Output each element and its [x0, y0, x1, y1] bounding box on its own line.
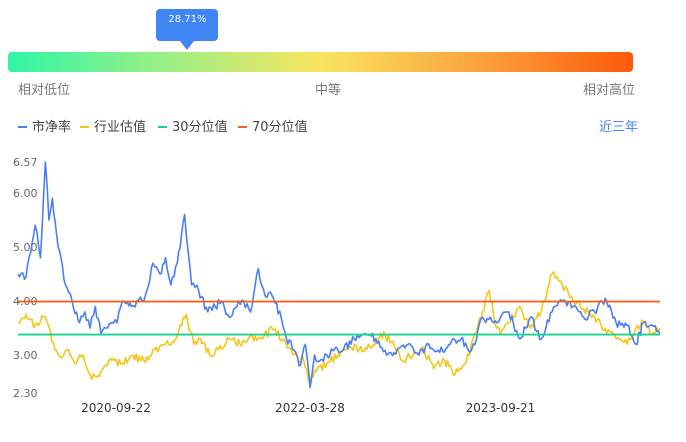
legend-swatch-pb — [18, 125, 27, 128]
gauge-low-label: 相对低位 — [18, 83, 71, 98]
x-tick-label: 2022-03-28 — [275, 401, 345, 415]
legend-label-pb: 市净率 — [32, 120, 72, 135]
y-tick-label: 3.00 — [13, 349, 38, 362]
legend-item-p70[interactable]: 70分位值 — [238, 116, 308, 135]
y-tick-label: 5.00 — [13, 241, 38, 254]
legend-swatch-p30 — [158, 125, 167, 128]
legend-item-industry[interactable]: 行业估值 — [80, 116, 146, 135]
y-tick-label: 6.00 — [13, 187, 38, 200]
series-line-industry — [18, 270, 661, 384]
legend-item-p30[interactable]: 30分位值 — [158, 116, 228, 135]
x-tick-label: 2023-09-21 — [466, 401, 536, 415]
time-range-selector[interactable]: 近三年 — [599, 120, 639, 135]
legend-item-pb[interactable]: 市净率 — [18, 116, 71, 135]
legend-label-p30: 30分位值 — [172, 120, 228, 135]
x-tick-label: 2020-09-22 — [81, 401, 151, 415]
legend-swatch-p70 — [238, 125, 247, 128]
y-tick-label: 2.30 — [13, 387, 38, 400]
percentile-tooltip-arrow — [180, 41, 195, 50]
legend-swatch-industry — [80, 125, 89, 128]
y-tick-label: 6.57 — [13, 156, 38, 169]
legend-label-p70: 70分位值 — [252, 120, 308, 135]
series-line-pb — [17, 161, 661, 389]
valuation-gauge-bar — [8, 52, 633, 72]
gauge-mid-label: 中等 — [315, 83, 342, 98]
percentile-value: 28.71% — [168, 14, 207, 25]
percentile-tooltip: 28.71% — [156, 9, 219, 41]
legend-label-industry: 行业估值 — [94, 120, 147, 135]
gauge-high-label: 相对高位 — [583, 83, 636, 98]
